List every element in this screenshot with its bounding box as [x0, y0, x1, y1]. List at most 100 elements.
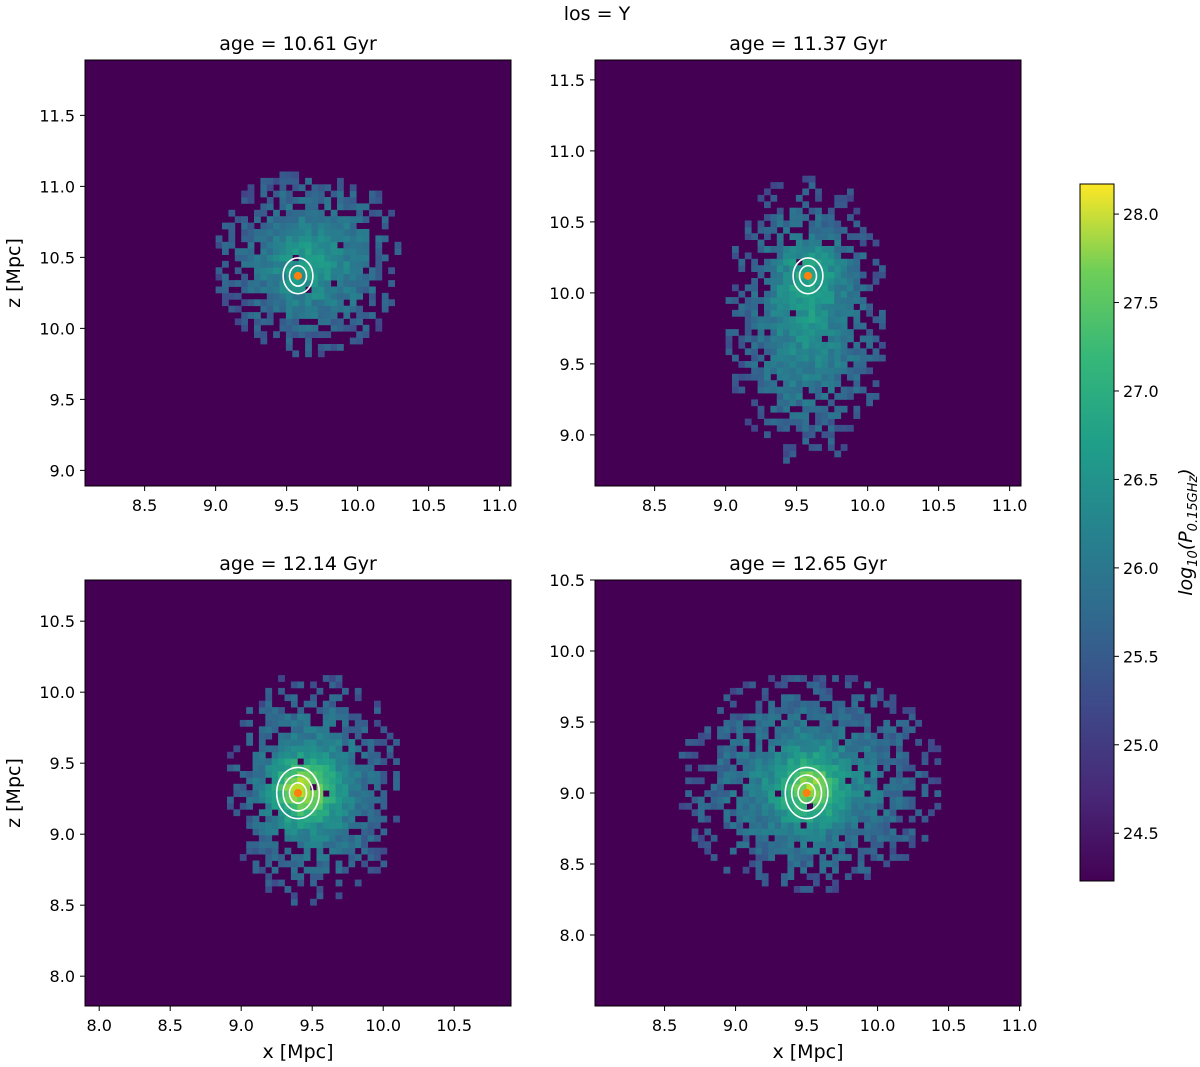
heatmap-cell — [329, 700, 336, 708]
heatmap-cell — [757, 373, 765, 381]
heatmap-cell — [710, 783, 718, 791]
heatmap-cell — [783, 316, 790, 324]
heatmap-cell — [297, 783, 305, 791]
heatmap-cell — [311, 324, 319, 332]
heatmap-cell — [380, 847, 388, 855]
heatmap-cell — [322, 841, 330, 849]
heatmap-cell — [278, 764, 285, 772]
heatmap-cell — [322, 815, 330, 823]
heatmap-cell — [827, 278, 835, 285]
colorbar-gradient — [1079, 183, 1115, 882]
heatmap-cell — [770, 418, 778, 426]
heatmap-cell — [781, 764, 788, 772]
heatmap-cell — [342, 751, 349, 759]
heatmap-cell — [915, 719, 922, 727]
heatmap-cell — [297, 879, 305, 887]
heatmap-cell — [757, 265, 765, 272]
heatmap-cell — [729, 847, 737, 855]
heatmap-cell — [311, 190, 319, 198]
heatmap-cell — [783, 297, 790, 304]
heatmap-cell — [260, 331, 268, 338]
heatmap-cell — [738, 303, 746, 311]
heatmap-cell — [316, 796, 324, 804]
heatmap-cell — [335, 732, 343, 740]
heatmap-cell — [297, 809, 305, 817]
heatmap-cell — [305, 241, 312, 249]
heatmap-cell — [742, 834, 750, 842]
heatmap-cell — [254, 229, 261, 236]
heatmap-cell — [343, 216, 351, 223]
heatmap-cell — [889, 815, 897, 823]
heatmap-cell — [876, 815, 884, 823]
heatmap-cell — [258, 751, 266, 759]
heatmap-cell — [757, 335, 765, 343]
heatmap-cell — [768, 790, 775, 797]
heatmap-cell — [879, 354, 886, 362]
heatmap-cell — [847, 194, 854, 202]
heatmap-cell — [847, 354, 854, 362]
heatmap-cell — [764, 386, 771, 394]
heatmap-cell — [808, 233, 816, 240]
heatmap-cell — [349, 229, 357, 236]
contour-line — [792, 257, 824, 295]
heatmap-cell — [838, 790, 846, 797]
heatmap-cell — [787, 758, 795, 765]
heatmap-cell — [764, 303, 771, 311]
heatmap-cell — [834, 316, 842, 324]
heatmap-cell — [808, 341, 816, 349]
heatmap-cell — [749, 713, 756, 721]
heatmap-cell — [787, 822, 795, 829]
heatmap-cell — [324, 331, 332, 338]
heatmap-cell — [751, 424, 758, 432]
heatmap-cell — [736, 828, 744, 836]
heatmap-cell — [374, 815, 381, 823]
heatmap-cell — [324, 299, 332, 307]
heatmap-cell — [241, 286, 248, 294]
heatmap-cell — [337, 177, 344, 185]
heatmap-cell — [322, 854, 330, 861]
heatmap-cell — [316, 771, 324, 778]
heatmap-cell — [260, 273, 268, 281]
heatmap-cell — [749, 847, 756, 855]
heatmap-cell — [755, 751, 763, 759]
heatmap-cell — [710, 796, 718, 804]
heatmap-cell — [349, 305, 357, 313]
heatmap-cell — [298, 216, 306, 223]
heatmap-cell — [808, 278, 816, 285]
heatmap-cell — [844, 758, 852, 765]
heatmap-cell — [847, 329, 854, 336]
heatmap-cell — [749, 790, 756, 797]
heatmap-cell — [813, 687, 820, 695]
heatmap-cell — [303, 764, 311, 772]
heatmap-cell — [305, 344, 312, 351]
heatmap-cell — [883, 726, 891, 734]
heatmap-cell — [827, 361, 835, 368]
heatmap-cell — [774, 847, 782, 855]
heatmap-cell — [783, 450, 790, 458]
heatmap-cell — [808, 309, 816, 317]
heatmap-cell — [723, 809, 731, 817]
heatmap-cells — [725, 175, 886, 464]
heatmap-cell — [316, 777, 324, 785]
heatmap-cell — [337, 254, 344, 262]
heatmap-cell — [367, 834, 375, 842]
heatmap-cell — [290, 815, 298, 823]
heatmap-cell — [770, 322, 778, 330]
heatmap-cell — [362, 280, 370, 287]
heatmap-cell — [297, 822, 305, 829]
heatmap-cell — [870, 771, 878, 778]
heatmap-cell — [776, 239, 784, 247]
heatmap-cell — [870, 796, 878, 804]
heatmap-cell — [755, 873, 763, 880]
heatmap-cell — [813, 809, 820, 817]
heatmap-cell — [252, 847, 260, 855]
heatmap-cell — [793, 694, 801, 702]
heatmap-cell — [757, 239, 765, 247]
heatmap-cell — [279, 241, 287, 249]
heatmap-cell — [729, 764, 737, 772]
heatmap-cell — [311, 299, 319, 307]
heatmap-cell — [761, 726, 769, 734]
heatmap-cell — [732, 252, 739, 260]
heatmap-cell — [761, 841, 769, 849]
heatmap-cell — [908, 726, 916, 734]
